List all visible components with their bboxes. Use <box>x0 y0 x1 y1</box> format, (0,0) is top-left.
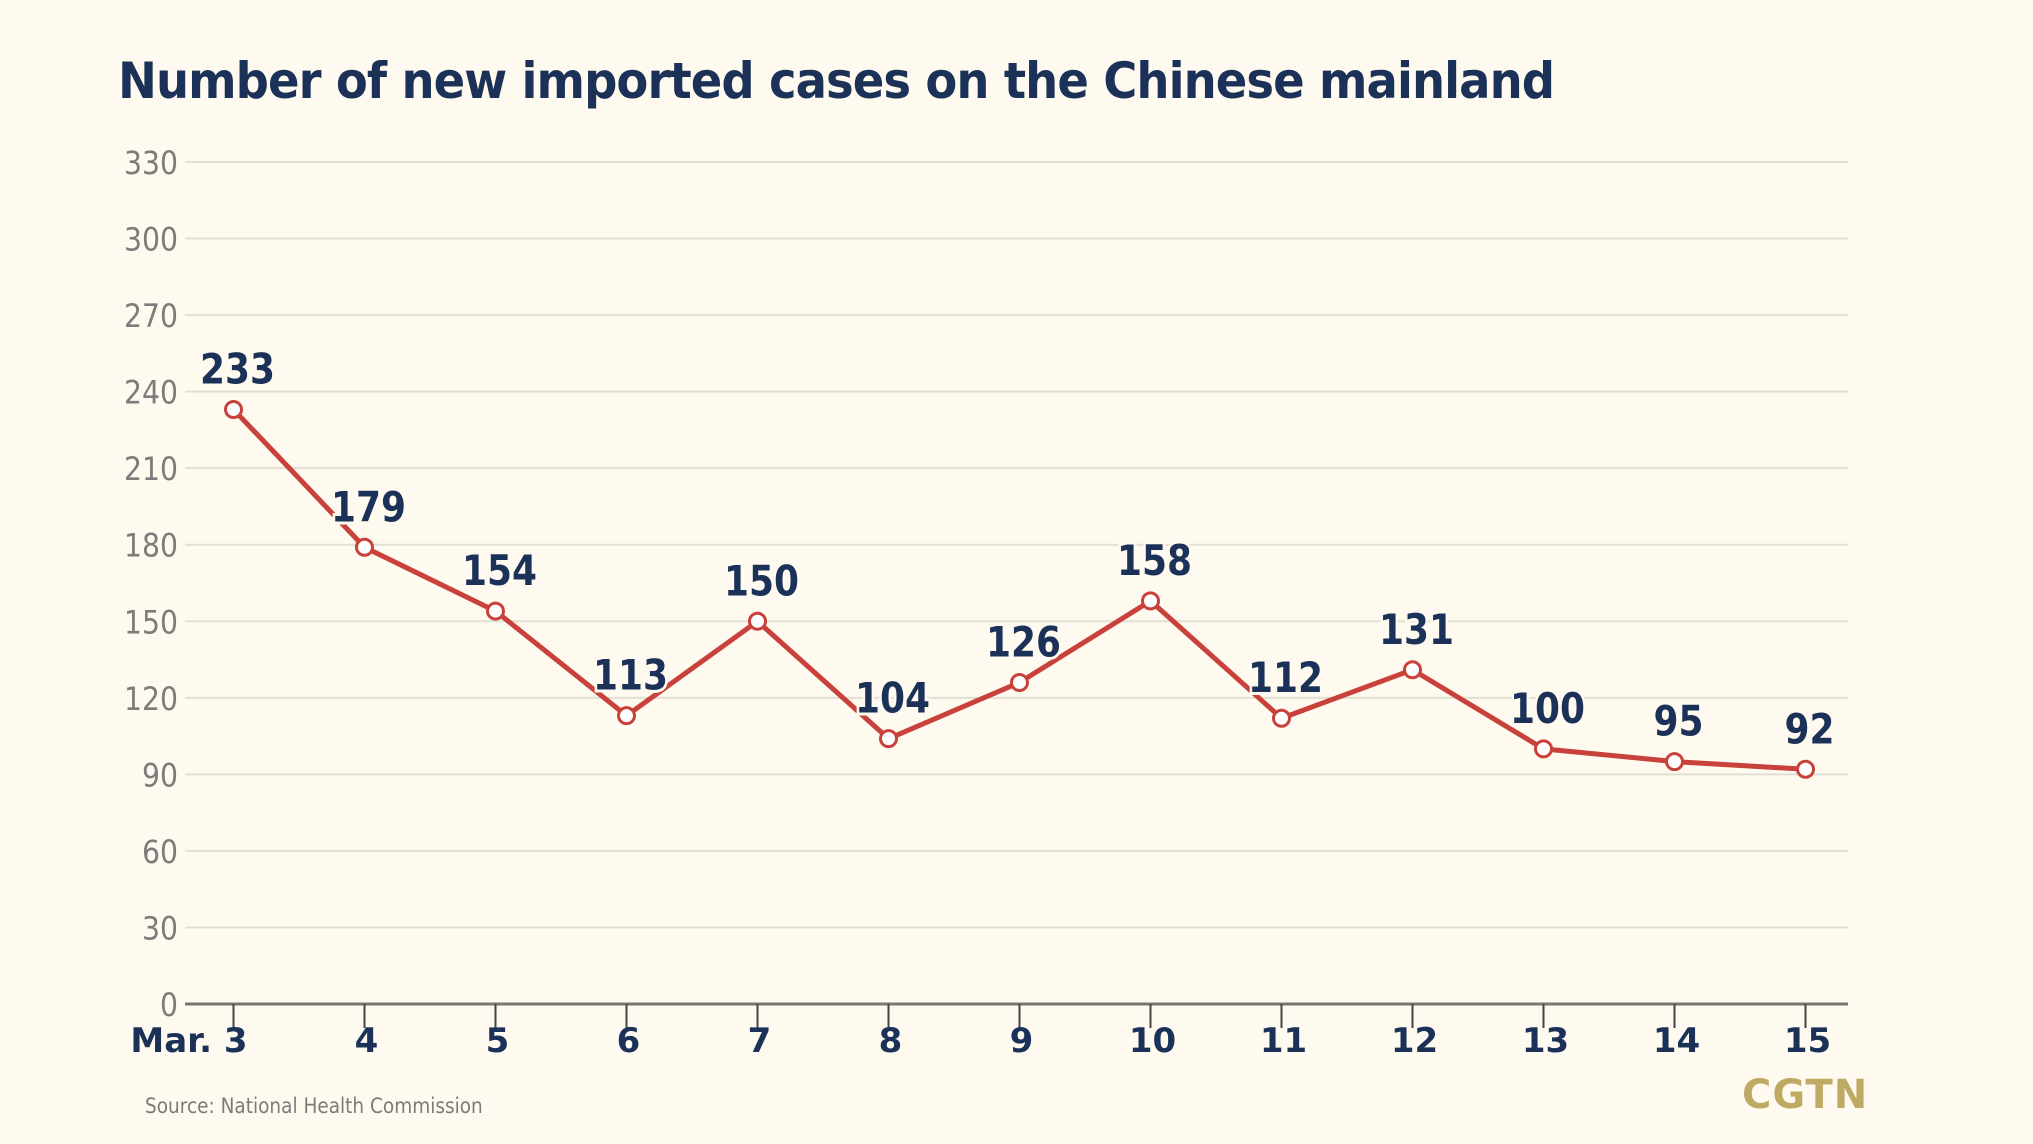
y-tick-label: 270 <box>124 297 178 335</box>
x-tick-label: 4 <box>355 1021 379 1061</box>
data-label: 112 <box>1248 653 1323 702</box>
data-label: 113 <box>593 651 668 700</box>
gridlines <box>185 161 1848 929</box>
data-label: 100 <box>1510 684 1585 733</box>
data-point <box>224 399 243 419</box>
y-tick-label: 90 <box>142 756 178 794</box>
cgtn-logo: CGTN <box>1742 1072 1869 1118</box>
x-tick-label: 7 <box>748 1021 772 1061</box>
x-axis: Mar. 3 4 5 6 7 8 9 10 11 12 13 14 15 <box>130 1002 1848 1061</box>
data-point <box>1141 591 1160 611</box>
x-tick-label: Mar. 3 <box>130 1021 247 1061</box>
data-label: 179 <box>331 482 406 531</box>
data-label: 154 <box>462 546 537 595</box>
source-note: Source: National Health Commission <box>145 1094 483 1118</box>
x-tick-label: 9 <box>1010 1021 1034 1061</box>
x-tick-label: 14 <box>1653 1021 1700 1061</box>
data-label: 150 <box>724 556 799 605</box>
data-point <box>879 729 898 749</box>
data-point <box>1403 660 1422 680</box>
y-tick-label: 120 <box>124 680 178 718</box>
data-label: 104 <box>855 674 930 723</box>
data-label: 233 <box>200 344 275 393</box>
y-tick-label: 0 <box>160 986 178 1024</box>
data-label: 95 <box>1654 697 1704 746</box>
y-axis-ticks: 0 30 60 90 120 150 180 210 240 270 300 330 <box>124 144 178 1024</box>
x-tick-label: 12 <box>1391 1021 1438 1061</box>
data-point <box>617 706 636 726</box>
chart-title: Number of new imported cases on the Chin… <box>118 52 1555 110</box>
data-point <box>1272 708 1291 728</box>
data-label: 131 <box>1379 605 1454 654</box>
data-labels: 233 179 154 113 150 104 126 158 112 131 100 95 92 <box>197 341 1838 756</box>
x-tick-label: 11 <box>1260 1021 1307 1061</box>
y-tick-label: 30 <box>142 909 178 947</box>
data-point <box>1010 673 1029 693</box>
data-point <box>748 611 767 631</box>
data-point <box>1534 739 1553 759</box>
data-label: 158 <box>1117 536 1192 585</box>
data-label: 92 <box>1785 704 1835 753</box>
data-label: 126 <box>986 618 1061 667</box>
data-point <box>1665 752 1684 772</box>
data-points <box>224 399 1815 779</box>
y-tick-label: 240 <box>124 374 178 412</box>
data-point <box>355 537 374 557</box>
x-tick-label: 6 <box>617 1021 641 1061</box>
y-tick-label: 180 <box>124 527 178 565</box>
y-tick-label: 300 <box>124 221 178 259</box>
x-tick-label: 15 <box>1784 1021 1831 1061</box>
y-tick-label: 150 <box>124 603 178 641</box>
y-tick-label: 210 <box>124 450 178 488</box>
data-point <box>1796 759 1815 779</box>
x-tick-label: 8 <box>879 1021 903 1061</box>
y-tick-label: 330 <box>124 144 178 182</box>
x-tick-label: 10 <box>1129 1021 1176 1061</box>
x-tick-label: 13 <box>1522 1021 1569 1061</box>
x-tick-label: 5 <box>486 1021 510 1061</box>
data-point <box>486 601 505 621</box>
y-tick-label: 60 <box>142 833 178 871</box>
